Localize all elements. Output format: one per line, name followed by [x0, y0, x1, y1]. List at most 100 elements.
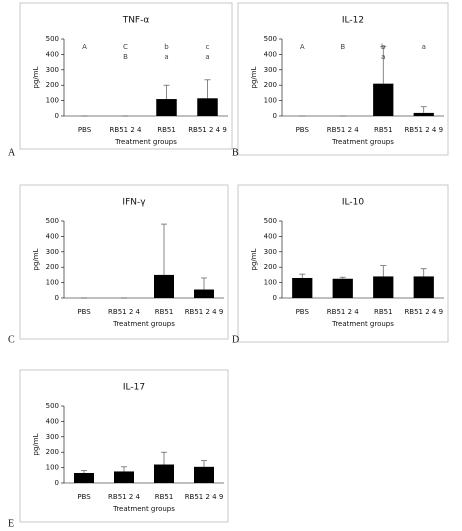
- y-tick-label: 500: [46, 217, 59, 225]
- y-tick-label: 200: [264, 81, 277, 89]
- x-tick-label: PBS: [77, 493, 91, 501]
- significance-letter: b: [381, 43, 386, 51]
- x-tick-label: RB51 2 4: [327, 308, 359, 316]
- y-tick-label: 300: [264, 66, 277, 74]
- bar: [154, 464, 174, 483]
- y-tick-label: 0: [273, 294, 277, 302]
- error-bar: [420, 106, 427, 113]
- panel-border: [237, 184, 449, 343]
- bar: [373, 276, 394, 298]
- y-tick-label: 200: [46, 263, 59, 271]
- x-tick-label: PBS: [296, 308, 310, 316]
- x-tick-label: RB51 2 4 9: [188, 126, 227, 134]
- error-bar: [380, 46, 387, 84]
- x-tick-label: RB51: [155, 308, 174, 316]
- x-tick-label: RB51 2 4 9: [404, 126, 443, 134]
- significance-letter: a: [164, 53, 168, 61]
- significance-letter: A: [82, 43, 87, 51]
- error-bar: [339, 276, 346, 279]
- y-tick-label: 300: [264, 248, 277, 256]
- y-tick-label: 0: [55, 294, 59, 302]
- y-tick-label: 200: [264, 263, 277, 271]
- x-tick-label: RB51: [374, 126, 393, 134]
- y-tick-label: 400: [264, 232, 277, 240]
- y-tick-label: 500: [46, 35, 59, 43]
- panel-letter: D: [232, 334, 239, 345]
- x-tick-label: RB51 2 4: [108, 308, 140, 316]
- y-tick-label: 0: [55, 479, 59, 487]
- panel-border: [19, 369, 229, 523]
- x-tick-label: RB51 2 4 9: [185, 308, 224, 316]
- panel-letter: E: [8, 518, 14, 529]
- significance-letter: c: [206, 43, 210, 51]
- significance-letter: a: [205, 53, 209, 61]
- bar: [194, 466, 214, 483]
- significance-letter: A: [300, 43, 305, 51]
- y-axis-label: pg/mL: [32, 248, 40, 270]
- error-bar: [420, 268, 427, 277]
- significance-letter: B: [340, 43, 345, 51]
- y-axis-label: pg/mL: [250, 248, 258, 270]
- x-axis-label: Treatment groups: [112, 320, 175, 328]
- error-bar: [161, 451, 167, 465]
- y-tick-label: 100: [264, 279, 277, 287]
- y-tick-label: 0: [55, 112, 59, 120]
- bar: [197, 98, 218, 116]
- bar: [194, 289, 214, 298]
- bar: [114, 471, 134, 483]
- bar: [373, 83, 394, 116]
- x-tick-label: RB51 2 4 9: [185, 493, 224, 501]
- significance-letter: a: [381, 53, 385, 61]
- bar: [74, 472, 94, 483]
- y-tick-label: 300: [46, 433, 59, 441]
- chart-title: TNF-α: [122, 16, 150, 26]
- bar: [154, 274, 174, 298]
- chart-title: IL-10: [342, 198, 364, 208]
- bar: [156, 99, 177, 116]
- panel-border: [19, 2, 233, 150]
- chart-title: IL-12: [342, 16, 364, 26]
- y-tick-label: 100: [46, 279, 59, 287]
- x-tick-label: PBS: [77, 308, 91, 316]
- panel-border: [237, 2, 449, 156]
- y-tick-label: 300: [46, 66, 59, 74]
- y-tick-label: 0: [273, 112, 277, 120]
- x-tick-label: RB51 2 4: [110, 126, 142, 134]
- error-bar: [201, 460, 207, 467]
- y-tick-label: 500: [264, 217, 277, 225]
- y-axis-label: pg/mL: [250, 66, 258, 88]
- error-bar: [204, 79, 211, 99]
- y-axis-label: pg/mL: [32, 433, 40, 455]
- x-tick-label: RB51: [157, 126, 176, 134]
- y-tick-label: 100: [46, 97, 59, 105]
- x-axis-label: Treatment groups: [114, 138, 177, 146]
- bar: [413, 276, 434, 298]
- error-bar: [380, 265, 387, 277]
- x-tick-label: PBS: [296, 126, 310, 134]
- x-tick-label: RB51: [374, 308, 393, 316]
- panel-letter: A: [8, 147, 16, 158]
- x-tick-label: RB51 2 4: [327, 126, 359, 134]
- significance-letter: B: [123, 53, 128, 61]
- y-tick-label: 200: [46, 81, 59, 89]
- error-bar: [81, 470, 87, 473]
- chart-title: IL-17: [123, 383, 145, 393]
- significance-letter: C: [123, 43, 128, 51]
- bar: [413, 112, 434, 116]
- panel-letter: B: [232, 147, 239, 158]
- x-axis-label: Treatment groups: [331, 320, 394, 328]
- error-bar: [201, 277, 207, 290]
- error-bar: [161, 223, 167, 275]
- x-axis-label: Treatment groups: [112, 505, 175, 513]
- y-tick-label: 500: [46, 402, 59, 410]
- panel-border: [19, 184, 229, 340]
- y-tick-label: 100: [46, 464, 59, 472]
- y-tick-label: 400: [46, 417, 59, 425]
- error-bar: [163, 84, 170, 100]
- y-tick-label: 100: [264, 97, 277, 105]
- error-bar: [299, 273, 306, 278]
- y-tick-label: 400: [264, 50, 277, 58]
- chart-title: IFN-γ: [122, 198, 146, 208]
- y-tick-label: 300: [46, 248, 59, 256]
